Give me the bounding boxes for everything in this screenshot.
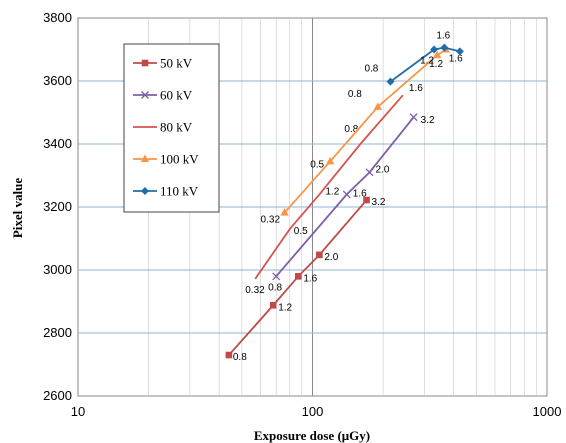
data-point [326, 156, 335, 165]
data-label: 2.0 [324, 252, 338, 263]
legend: 50 kV 60 kV 80 kV 100 kV 110 kV [123, 43, 220, 213]
y-tick-label: 3200 [43, 199, 72, 214]
series-50kv: 0.8 1.2 1.6 2.0 3.2 [225, 196, 386, 363]
data-point [440, 43, 449, 52]
data-label: 0.8 [348, 89, 362, 100]
data-label: 2.0 [375, 164, 389, 175]
data-point [225, 351, 233, 359]
data-point [430, 45, 439, 54]
data-point [141, 59, 149, 67]
y-tick-label: 3800 [43, 10, 72, 25]
data-label: 3.2 [372, 197, 386, 208]
series-line [275, 116, 415, 277]
data-label: 0.8 [364, 64, 378, 75]
y-tick-label: 3000 [43, 262, 72, 277]
x-tick-label: 1000 [533, 404, 562, 419]
y-tick-label: 3600 [43, 73, 72, 88]
series-110kv: 0.8 1.2 1.6 [364, 31, 464, 86]
series-60kv: 0.8 1.6 2.0 3.2 [268, 113, 435, 293]
data-label: 0.8 [344, 124, 358, 135]
data-point [365, 168, 374, 177]
series-line [254, 94, 404, 280]
data-label: 1.6 [353, 188, 367, 199]
legend-item: 50 kV [133, 56, 193, 71]
data-label: 0.32 [245, 285, 265, 296]
x-tick-label: 100 [302, 404, 324, 419]
data-point [269, 301, 277, 309]
data-point [455, 47, 464, 56]
data-label: 0.8 [233, 352, 247, 363]
data-point-stroke [272, 272, 281, 281]
data-label: 1.6 [303, 273, 317, 284]
data-label: 1.6 [409, 83, 423, 94]
legend-label: 100 kV [160, 152, 199, 167]
data-point [272, 272, 281, 281]
data-point [342, 190, 351, 199]
data-label: 1.2 [325, 186, 339, 197]
data-label: 1.6 [436, 31, 450, 42]
series-layer: 0.81.21.62.03.20.81.62.03.20.320.51.20.8… [225, 31, 464, 363]
legend-box [123, 43, 220, 213]
legend-item: 100 kV [133, 152, 199, 167]
tick-labels: 2600 2800 3000 3200 3400 3600 3800 10 100 1000 [43, 10, 561, 419]
y-tick-label: 2800 [43, 325, 72, 340]
data-label: 0.5 [310, 159, 324, 170]
series-80kv: 0.32 0.5 1.2 0.8 1.6 [245, 83, 423, 296]
legend-item: 110 kV [133, 184, 199, 199]
data-point [432, 50, 442, 59]
data-label: 3.2 [421, 115, 435, 126]
data-point-stroke [342, 190, 351, 199]
legend-label: 60 kV [160, 88, 193, 103]
data-label: 0.5 [294, 226, 308, 237]
data-point [386, 77, 395, 86]
legend-label: 110 kV [160, 184, 199, 199]
data-point-stroke [365, 168, 374, 177]
data-label: 1.2 [278, 302, 292, 313]
legend-item: 80 kV [133, 120, 193, 135]
y-tick-label: 2600 [43, 388, 72, 403]
data-point [316, 251, 323, 259]
data-point [140, 154, 150, 162]
legend-item: 60 kV [133, 88, 193, 103]
y-axis-title: Pixel value [10, 178, 25, 239]
data-label: 0.32 [261, 215, 281, 226]
data-point [373, 102, 383, 110]
x-axis-title: Exposure dose (μGy) [254, 428, 370, 443]
data-point [141, 91, 149, 99]
y-tick-label: 3400 [43, 136, 72, 151]
data-label: 1.2 [429, 59, 443, 70]
legend-label: 80 kV [160, 120, 193, 135]
series-100kv: 0.32 0.5 0.8 1.2 1.6 [261, 45, 463, 226]
data-point-stroke [141, 91, 149, 99]
data-point [280, 208, 289, 216]
data-label: 1.2 [420, 56, 434, 67]
x-tick-label: 10 [71, 404, 85, 419]
data-point [363, 196, 370, 204]
legend-label: 50 kV [160, 56, 193, 71]
series-line [389, 46, 461, 83]
data-point [295, 273, 302, 280]
data-point-stroke [409, 113, 418, 122]
data-point [409, 113, 418, 122]
data-label: 0.8 [268, 282, 282, 293]
data-point [141, 187, 149, 195]
data-label: 1.6 [449, 54, 463, 65]
